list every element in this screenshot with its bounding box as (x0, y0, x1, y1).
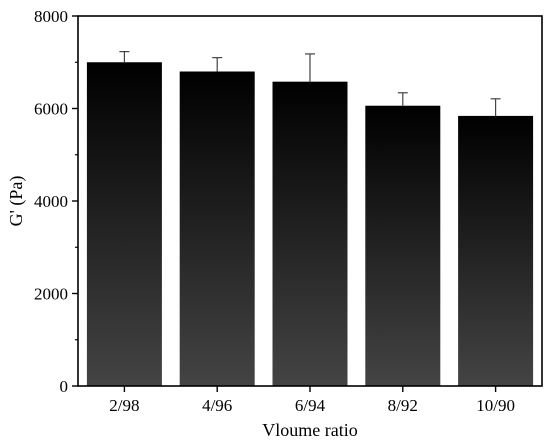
y-tick-label: 8000 (34, 7, 68, 26)
x-tick-label: 10/90 (476, 396, 515, 415)
x-tick-label: 8/92 (388, 396, 418, 415)
x-axis-label: Vloume ratio (262, 420, 357, 440)
error-bar (490, 98, 501, 116)
error-bar (119, 51, 130, 63)
y-tick-label: 0 (60, 377, 69, 396)
bar (365, 105, 441, 386)
tick-labels-layer: 2/98 4/96 6/94 8/92 10/90 0 2000 4000 6000 8000 (34, 7, 515, 415)
y-tick-label: 2000 (34, 285, 68, 304)
bar (179, 71, 255, 386)
error-bar (305, 53, 315, 82)
y-tick-label: 6000 (34, 100, 68, 119)
error-bar (212, 57, 223, 72)
bars-layer (86, 62, 534, 387)
bar (458, 115, 534, 387)
x-tick-label: 4/96 (202, 396, 232, 415)
error-bar (397, 92, 408, 106)
x-tick-label: 2/98 (109, 396, 139, 415)
bar (272, 81, 348, 387)
ticks-layer (72, 15, 497, 392)
bar (86, 62, 162, 386)
y-tick-label: 4000 (34, 192, 68, 211)
y-axis-label: G' (Pa) (6, 176, 27, 227)
x-tick-label: 6/94 (295, 396, 326, 415)
error-bars-layer (119, 51, 501, 116)
